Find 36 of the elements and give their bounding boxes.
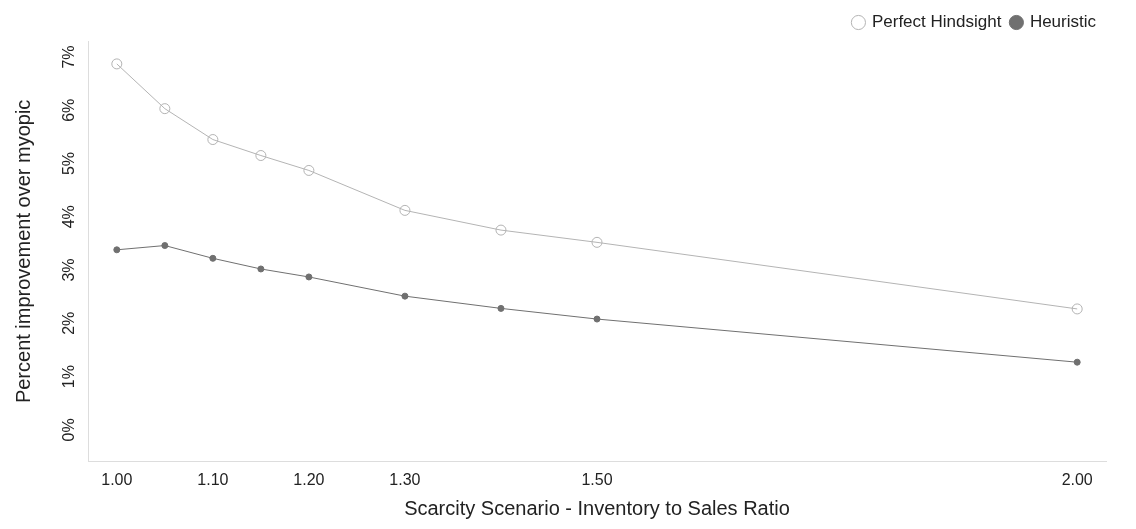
x-tick-label: 1.30 [389, 470, 421, 488]
point [495, 224, 507, 236]
x-axis-title: Scarcity Scenario - Inventory to Sales Ratio [404, 496, 790, 519]
point [497, 304, 505, 312]
y-tick-label: 7% [60, 45, 78, 69]
point [159, 103, 171, 115]
y-tick-label: 3% [60, 258, 78, 282]
legend-label: Perfect Hindsight [871, 12, 1002, 32]
y-tick-label: 5% [60, 151, 78, 176]
y-tick-label: 6% [60, 98, 78, 122]
point [257, 265, 265, 273]
point [209, 254, 217, 262]
point [161, 242, 169, 250]
point [1073, 358, 1081, 366]
x-tick-label: 1.20 [293, 470, 325, 488]
point [255, 150, 267, 162]
x-tick-label: 2.00 [1061, 470, 1093, 488]
y-tick-label: 0% [60, 418, 78, 442]
x-tick-label: 1.00 [101, 470, 133, 488]
point [303, 164, 315, 176]
point [207, 134, 219, 146]
y-tick-label: 1% [60, 365, 78, 389]
point [111, 58, 123, 70]
y-axis-title: Percent improvement over myopic [11, 99, 34, 404]
point [401, 292, 409, 300]
y-tick-label: 4% [60, 205, 78, 229]
point [591, 236, 603, 248]
legend-label: Heuristic [1029, 12, 1097, 32]
point [593, 315, 601, 323]
x-tick-label: 1.10 [197, 470, 229, 488]
point [113, 246, 121, 254]
point [305, 273, 313, 281]
y-tick-label: 2% [60, 311, 78, 335]
point [399, 204, 411, 216]
point [1071, 303, 1083, 315]
x-tick-label: 1.50 [581, 470, 613, 488]
